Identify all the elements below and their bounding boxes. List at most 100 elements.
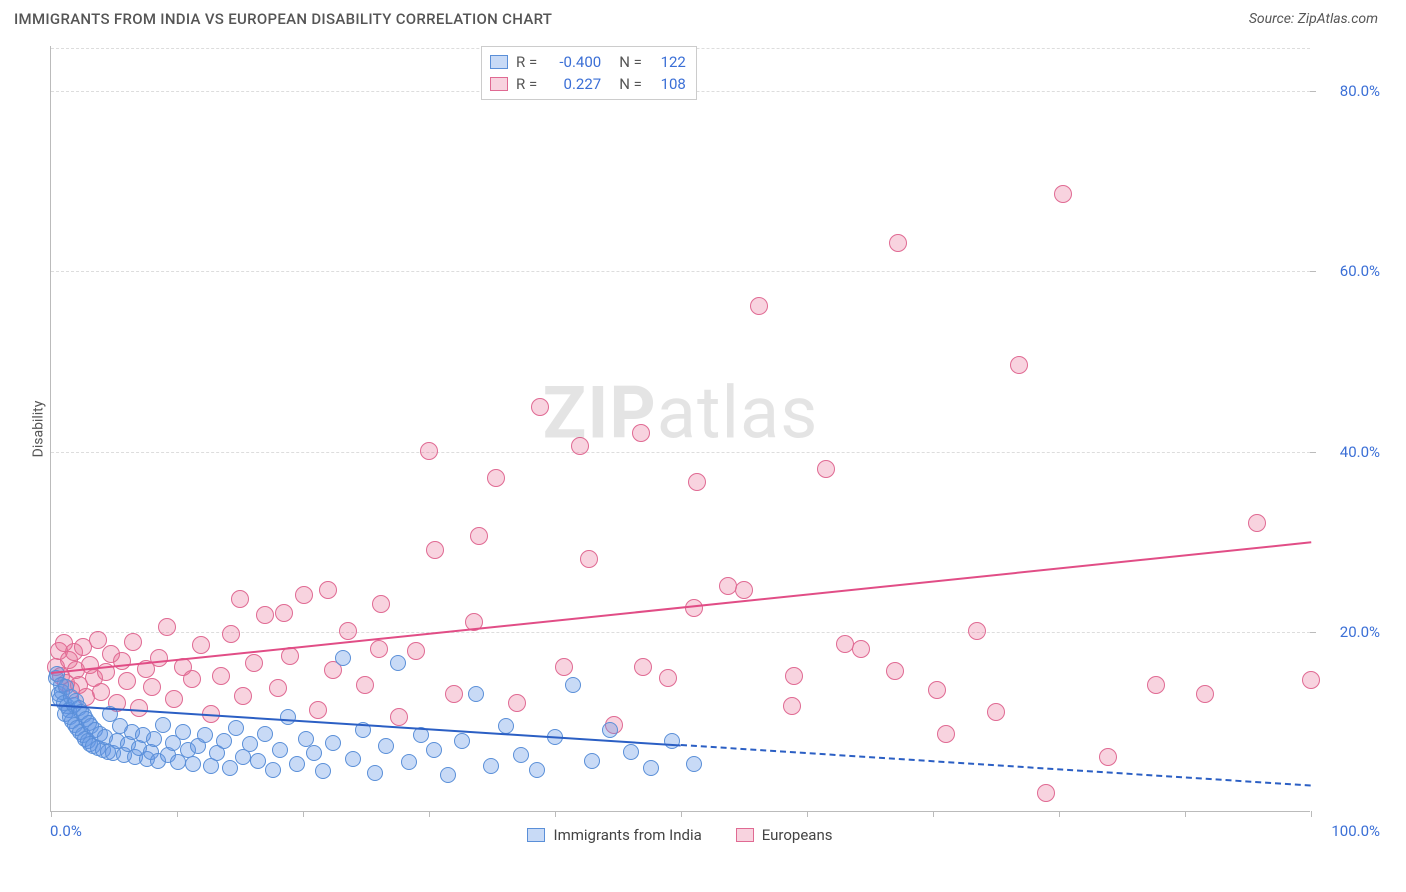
y-tick-mark [1310, 452, 1316, 453]
y-tick-label: 80.0% [1320, 82, 1380, 100]
scatter-point-euro [836, 635, 854, 653]
scatter-point-india [335, 650, 351, 666]
scatter-point-india [483, 758, 499, 774]
y-tick-mark [1310, 271, 1316, 272]
scatter-point-india [298, 731, 314, 747]
scatter-point-euro [192, 636, 210, 654]
x-tick-mark [177, 811, 178, 817]
scatter-point-euro [886, 662, 904, 680]
scatter-point-euro [987, 703, 1005, 721]
y-tick-mark [1310, 632, 1316, 633]
scatter-point-india [454, 733, 470, 749]
scatter-point-euro [372, 595, 390, 613]
scatter-point-euro [319, 581, 337, 599]
scatter-point-india [498, 718, 514, 734]
legend-row-euro: R = 0.227 N = 108 [490, 73, 686, 95]
scatter-point-euro [113, 652, 131, 670]
scatter-point-euro [222, 625, 240, 643]
scatter-point-india [185, 756, 201, 772]
scatter-point-euro [735, 581, 753, 599]
series-legend: Immigrants from India Europeans [50, 826, 1310, 844]
scatter-point-india [513, 747, 529, 763]
scatter-point-euro [783, 697, 801, 715]
legend-n-euro: 108 [650, 73, 686, 95]
scatter-point-euro [183, 670, 201, 688]
scatter-point-india [175, 724, 191, 740]
scatter-point-euro [719, 577, 737, 595]
legend-n-label: N = [619, 73, 642, 95]
scatter-point-euro [407, 642, 425, 660]
x-tick-mark [1185, 811, 1186, 817]
scatter-point-euro [1196, 685, 1214, 703]
chart-source: Source: ZipAtlas.com [1249, 11, 1378, 27]
scatter-point-india [272, 742, 288, 758]
scatter-point-india [280, 709, 296, 725]
scatter-point-euro [889, 234, 907, 252]
scatter-point-euro [158, 618, 176, 636]
scatter-point-euro [143, 678, 161, 696]
scatter-point-euro [1099, 748, 1117, 766]
legend-swatch-euro [490, 77, 508, 91]
scatter-point-india [242, 736, 258, 752]
scatter-point-india [367, 765, 383, 781]
scatter-point-euro [426, 541, 444, 559]
legend-row-india: R = -0.400 N = 122 [490, 51, 686, 73]
scatter-point-india [602, 722, 618, 738]
scatter-point-euro [634, 658, 652, 676]
scatter-point-euro [580, 550, 598, 568]
scatter-point-euro [212, 667, 230, 685]
scatter-point-india [146, 731, 162, 747]
legend-r-euro: 0.227 [545, 73, 601, 95]
scatter-point-euro [937, 725, 955, 743]
scatter-point-india [345, 751, 361, 767]
scatter-point-euro [750, 297, 768, 315]
scatter-point-euro [659, 669, 677, 687]
plot-region: ZIPatlas R = -0.400 N = 122 R = 0.227 N … [50, 46, 1310, 812]
scatter-point-euro [785, 667, 803, 685]
scatter-point-euro [356, 676, 374, 694]
scatter-point-euro [339, 622, 357, 640]
scatter-point-euro [1248, 514, 1266, 532]
scatter-point-india [306, 745, 322, 761]
gridline [51, 452, 1310, 453]
scatter-point-euro [269, 679, 287, 697]
legend-n-india: 122 [650, 51, 686, 73]
scatter-point-euro [234, 687, 252, 705]
scatter-point-india [216, 733, 232, 749]
y-tick-label: 60.0% [1320, 262, 1380, 280]
scatter-point-india [426, 742, 442, 758]
scatter-point-india [289, 756, 305, 772]
scatter-point-euro [370, 640, 388, 658]
scatter-point-euro [275, 604, 293, 622]
legend-item-euro: Europeans [736, 826, 833, 844]
chart-area: Disability ZIPatlas R = -0.400 N = 122 R… [50, 46, 1310, 812]
y-axis-label: Disability [30, 401, 46, 458]
trend-line [681, 744, 1311, 787]
scatter-point-india [197, 727, 213, 743]
legend-r-label: R = [516, 73, 537, 95]
scatter-point-india [265, 762, 281, 778]
scatter-point-india [643, 760, 659, 776]
scatter-point-euro [470, 527, 488, 545]
scatter-point-euro [928, 681, 946, 699]
x-tick-mark [555, 811, 556, 817]
scatter-point-euro [165, 690, 183, 708]
x-tick-mark [681, 811, 682, 817]
scatter-point-india [378, 738, 394, 754]
scatter-point-euro [245, 654, 263, 672]
x-tick-mark [807, 811, 808, 817]
x-tick-mark [429, 811, 430, 817]
gridline [51, 271, 1310, 272]
scatter-point-india [686, 756, 702, 772]
correlation-legend: R = -0.400 N = 122 R = 0.227 N = 108 [481, 46, 697, 100]
scatter-point-euro [150, 649, 168, 667]
legend-label-euro: Europeans [762, 826, 833, 844]
scatter-point-india [623, 744, 639, 760]
x-tick-mark [933, 811, 934, 817]
scatter-point-india [155, 717, 171, 733]
legend-r-india: -0.400 [545, 51, 601, 73]
scatter-point-euro [420, 442, 438, 460]
scatter-point-india [250, 753, 266, 769]
scatter-point-euro [1054, 185, 1072, 203]
scatter-point-euro [487, 469, 505, 487]
